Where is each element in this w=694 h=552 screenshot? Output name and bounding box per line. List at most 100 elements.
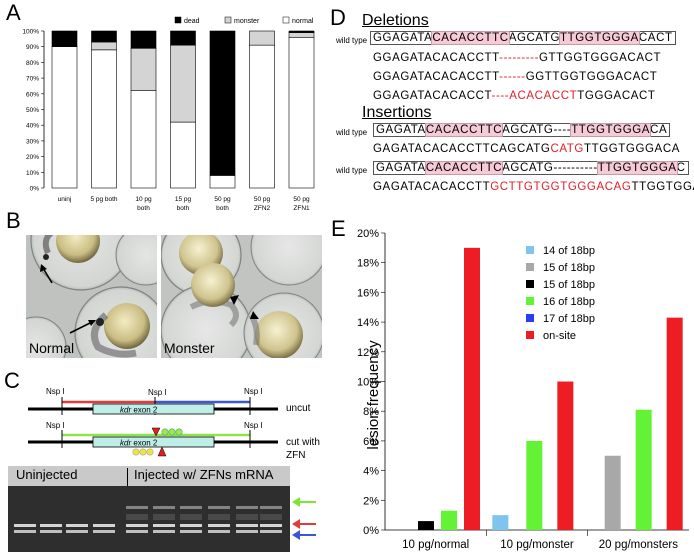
a-ytick-label: 20% xyxy=(26,154,39,161)
gel-band-green xyxy=(126,506,148,509)
a-bar-monster xyxy=(170,44,196,123)
insertion-wildtype-seq-1: GAGATACACACCTTCAGCATG----TTGGTGGGACA xyxy=(373,123,671,137)
gel-band-blue xyxy=(14,530,36,533)
seq-segment: GTTGGTGGGACACT xyxy=(539,52,662,64)
a-legend-label: normal xyxy=(292,18,314,25)
e-legend-swatch xyxy=(526,246,534,254)
a-category-label: uninj xyxy=(58,196,72,203)
gel-band-blue xyxy=(180,530,202,533)
seq-segment: AGCATG xyxy=(502,124,554,136)
a-bar-monster xyxy=(249,30,275,46)
gel-lanes xyxy=(8,486,290,552)
gel-band-green xyxy=(236,506,258,509)
a-ytick-label: 50% xyxy=(26,107,39,114)
a-bar-dead xyxy=(51,30,78,47)
a-bar-dead xyxy=(288,30,315,33)
panel-letter-b: B xyxy=(6,208,21,233)
gel-band-red xyxy=(260,524,282,527)
a-category-label: 10 pg xyxy=(135,196,152,203)
a-category-label: 50 pg xyxy=(214,196,231,203)
a-bar-dead xyxy=(91,30,117,43)
gel-band-blue xyxy=(260,530,282,533)
panel-c-schematic: kdr exon 2 Nsp I Nsp I Nsp I uncut kdr e… xyxy=(28,387,320,461)
a-legend-label: dead xyxy=(184,18,200,25)
seq-segment: CATG xyxy=(550,143,584,155)
svg-text:kdr exon 2: kdr exon 2 xyxy=(120,439,158,448)
a-bar-normal xyxy=(288,36,315,189)
a-bar-normal xyxy=(249,44,275,189)
panel-e-bars xyxy=(418,247,683,530)
a-category-label: 50 pg xyxy=(254,196,271,203)
seq-segment: TTGGTGGGA xyxy=(596,161,678,175)
a-ytick-label: 40% xyxy=(26,123,39,130)
e-bar xyxy=(418,521,434,530)
gel-band-red xyxy=(93,524,115,527)
monster-embryo-photo: Monster xyxy=(161,235,322,358)
gel-band-red xyxy=(180,524,202,527)
e-bar xyxy=(492,515,509,530)
gel-band-blue xyxy=(93,530,115,533)
a-legend-swatch xyxy=(282,16,290,24)
panel-e-legend: 14 of 18bp 15 of 18bp 15 of 18bp 16 of 18bp… xyxy=(526,245,595,342)
e-bar xyxy=(557,381,574,530)
seq-segment: ---- xyxy=(491,90,510,102)
panel-e-y-axis: 0% 2% 4% 6% 8% 10% 12% 14% 16% 18% 20% xyxy=(357,228,689,537)
cut-label-1: cut with xyxy=(286,437,320,448)
deletion-wildtype-seq: GGAGATACACACCTTCAGCATGTTGGTGGGACACT xyxy=(370,31,676,45)
a-category-label: 5 pg both xyxy=(90,196,117,203)
panel-a-y-axis: 0% 10% 20% 30% 40% 50% 60% 70% 80% 90% 100% xyxy=(22,29,45,193)
seq-segment: ACACACCT xyxy=(509,90,578,102)
deletion-seq-1: GGAGATACACACCTT---------GTTGGTGGGACACT xyxy=(373,52,661,64)
seq-segment: C xyxy=(676,162,686,174)
a-bar-dead xyxy=(170,30,196,46)
insertions-title: Insertions xyxy=(362,104,432,121)
seq-segment: CACACCTTC xyxy=(424,161,504,175)
svg-text:kdr exon 2: kdr exon 2 xyxy=(120,406,158,415)
normal-label: Normal xyxy=(29,340,75,356)
gel-band-blue xyxy=(236,530,258,533)
seq-segment: CACACCTTC xyxy=(431,31,510,45)
seq-segment: GAGATACACACCTT xyxy=(373,181,491,193)
panel-letter-e: E xyxy=(331,216,346,241)
seq-segment: --------- xyxy=(499,52,540,64)
seq-segment: AGCATG xyxy=(502,162,554,174)
gel-band-red xyxy=(14,524,36,527)
a-bar-normal xyxy=(209,175,236,189)
a-ytick-label: 60% xyxy=(26,91,39,98)
e-ytick-label: 14% xyxy=(357,317,379,329)
gel-arrows xyxy=(292,497,316,540)
e-ytick-label: 2% xyxy=(363,495,379,507)
a-legend-label: monster xyxy=(234,18,260,25)
kdr-exon-box-cut xyxy=(92,436,215,448)
e-ytick-label: 0% xyxy=(363,525,379,537)
e-legend-swatch xyxy=(526,314,534,322)
gel-band-red xyxy=(66,524,88,527)
a-bar-normal xyxy=(170,121,196,189)
svg-text:Nsp I: Nsp I xyxy=(46,421,65,430)
e-bar xyxy=(604,455,621,530)
svg-text:Nsp I: Nsp I xyxy=(244,421,263,430)
panel-e-category-labels: 10 pg/normal 10 pg/monster 20 pg/monsters xyxy=(402,539,678,551)
insertion-wildtype-seq-2: GAGATACACACCTTCAGCATG----------TTGGTGGGA… xyxy=(373,161,689,175)
gel-band-blue xyxy=(40,530,62,533)
e-category-label: 10 pg/normal xyxy=(402,539,469,551)
deletion-seq-2: GGAGATACACACCTT------GGTTGGTGGGACACT xyxy=(373,71,657,83)
a-ytick-label: 80% xyxy=(26,60,39,67)
e-legend-swatch xyxy=(526,280,534,288)
deletion-seq-3: GGAGATACACACCT----ACACACCTTGGGACACT xyxy=(373,90,656,102)
a-category-label: ZFN1 xyxy=(293,205,310,210)
e-ytick-label: 6% xyxy=(363,436,379,448)
e-legend-label: on-site xyxy=(543,330,576,342)
seq-segment: CA xyxy=(650,124,668,136)
gel-injected-label: Injected w/ ZFNs mRNA xyxy=(134,467,274,482)
panel-letter-c: C xyxy=(4,368,20,393)
e-legend-swatch xyxy=(526,331,534,339)
a-legend-swatch xyxy=(174,16,182,24)
gel-band-green xyxy=(260,506,282,509)
a-bar-normal xyxy=(51,46,78,189)
wild-type-label-2: wild type xyxy=(336,128,368,137)
a-bar-normal xyxy=(130,90,157,189)
seq-segment: GAGATACACACCTTCAGCATG xyxy=(373,143,551,155)
seq-segment: TTGGTGGGA xyxy=(570,123,652,137)
a-bar-dead xyxy=(130,30,157,49)
